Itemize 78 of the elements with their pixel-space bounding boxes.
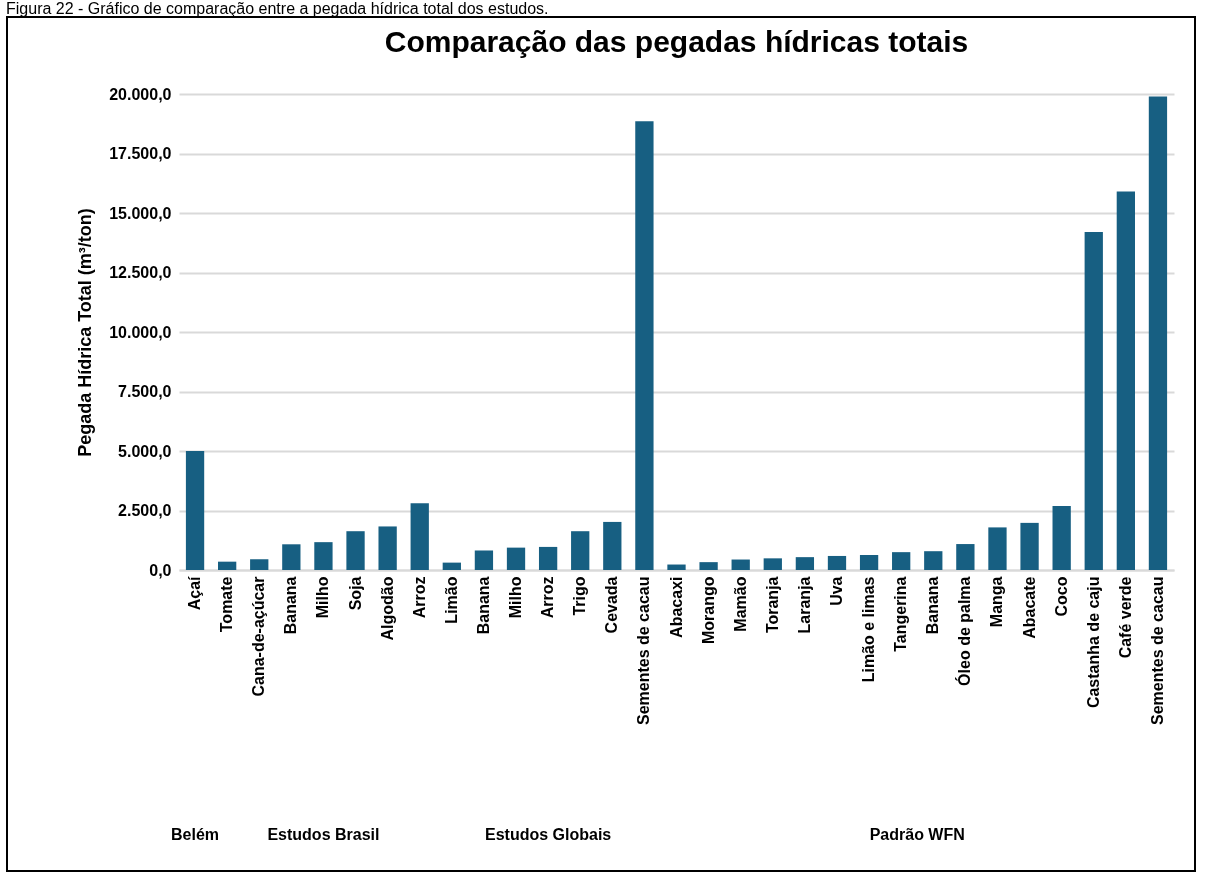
bar (731, 559, 750, 570)
bar (667, 564, 686, 570)
y-tick-label: 17.500,0 (109, 145, 172, 162)
bar (827, 555, 847, 570)
text: Estudos Brasil (267, 826, 380, 843)
bar (635, 121, 654, 570)
bar (924, 551, 943, 570)
x-tick-label: Algodão (378, 576, 396, 641)
y-tick-label: 12.500,0 (109, 264, 172, 281)
x-tick-label: Tangerina (892, 576, 910, 652)
x-tick-label: Manga (988, 576, 1006, 628)
y-axis-title: Pegada Hídrica Total (m³/ton) (75, 208, 96, 457)
bar (442, 562, 461, 570)
y-tick-label: 7.500,0 (118, 383, 172, 400)
bar (282, 544, 301, 570)
x-tick-label: Banana (282, 576, 300, 635)
x-tick-label: Limão (442, 576, 460, 624)
x-tick-label: Cana-de-açúcar (250, 576, 268, 697)
bar (538, 546, 558, 570)
x-tick-label: Óleo de palma (955, 576, 974, 686)
bar (1084, 232, 1103, 570)
bar (988, 527, 1007, 570)
y-tick-label: 20.000,0 (109, 85, 172, 103)
x-tick-label: Tomate (218, 576, 236, 633)
bar (763, 558, 782, 570)
bar (699, 562, 718, 570)
x-tick-label: Banana (924, 576, 942, 635)
x-tick-label: Laranja (795, 576, 813, 634)
bar (474, 550, 494, 570)
bar (218, 561, 237, 570)
x-tick-label: Soja (346, 576, 364, 611)
x-tick-label: Uva (827, 576, 845, 606)
x-tick-label: Abacaxi (667, 576, 685, 638)
text: Belém (171, 826, 220, 843)
x-tick-label: Sementes de cacau (635, 576, 653, 726)
text: Figura 22 - Gráfico de comparação entre a pegada hídrica total dos estudos. (5, 0, 550, 18)
x-tick-label: Arroz (539, 576, 557, 619)
y-tick-label: 2.500,0 (118, 502, 172, 519)
x-tick-label: Arroz (410, 576, 428, 619)
text: Estudos Globais (484, 826, 612, 843)
bar (185, 451, 205, 570)
x-tick-label: Limão e limas (860, 576, 878, 683)
bar (250, 559, 269, 570)
x-tick-label: Açaí (186, 575, 204, 611)
text: Padrão WFN (869, 826, 965, 843)
bar (346, 531, 365, 570)
x-tick-label: Milho (507, 576, 525, 619)
x-tick-label: Banana (474, 576, 492, 635)
bar (1148, 96, 1168, 570)
x-tick-label: Abacate (1020, 576, 1038, 639)
bar (1020, 522, 1039, 570)
bar (603, 521, 622, 570)
bar (1116, 191, 1135, 570)
bar (859, 555, 879, 570)
bar (506, 547, 526, 570)
x-tick-label: Sementes de cacau (1148, 576, 1166, 726)
x-tick-label: Toranja (763, 576, 781, 634)
bar (956, 544, 975, 570)
x-tick-label: Morango (699, 576, 717, 645)
x-tick-label: Cevada (603, 576, 621, 634)
bar (314, 542, 333, 570)
bar (571, 531, 590, 570)
chart-title: Comparação das pegadas hídricas totais (384, 25, 969, 58)
x-tick-label: Coco (1052, 576, 1070, 617)
x-tick-label: Mamão (731, 576, 749, 632)
bar (1052, 505, 1071, 570)
y-tick-label: 15.000,0 (109, 204, 172, 222)
y-tick-label: 10.000,0 (109, 323, 172, 341)
x-tick-label: Café verde (1116, 576, 1134, 659)
x-tick-label: Trigo (571, 576, 589, 616)
bar (378, 526, 397, 570)
y-tick-label: 5.000,0 (118, 442, 172, 460)
y-tick-label: 0,0 (149, 561, 172, 579)
bar (795, 557, 815, 570)
x-tick-label: Milho (314, 576, 332, 619)
bar (892, 552, 911, 570)
bar (410, 503, 429, 570)
x-tick-label: Castanha de caju (1084, 576, 1102, 709)
